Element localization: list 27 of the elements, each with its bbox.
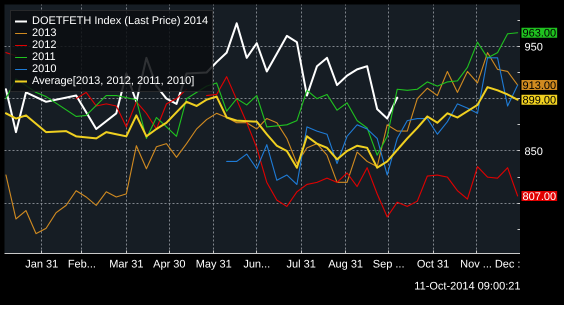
legend-label: 2013 [32, 27, 56, 39]
data-label: 807.00 [522, 190, 556, 203]
x-tick-label: Jun... [243, 258, 270, 270]
line-series [4, 86, 519, 169]
x-tick-label: Aug 31 [328, 258, 364, 270]
x-tick-label: Jul 31 [286, 258, 316, 270]
x-tick-label: Feb... [68, 258, 96, 270]
x-tick-label: Jan 31 [25, 258, 58, 270]
x-tick-label: Dec : [494, 258, 521, 270]
x-tick-label: May 31 [196, 258, 232, 270]
legend-label: DOETFETH Index (Last Price) 2014 [32, 15, 208, 27]
text: 11-Oct-2014 09:00:21 [414, 280, 520, 292]
legend-label: 2011 [32, 51, 56, 63]
legend-label: Average[2013, 2012, 2011, 2010] [32, 75, 194, 87]
legend-label: 2010 [32, 63, 56, 75]
x-tick-label: Nov ... [460, 258, 492, 270]
x-tick-label: Apr 30 [153, 258, 186, 270]
x-tick-label: Sep ... [372, 258, 405, 270]
data-label: 899.00 [522, 94, 556, 107]
x-tick-label: Mar 31 [109, 258, 144, 270]
y-tick-label: 850 [524, 146, 543, 158]
legend-label: 2012 [32, 39, 56, 51]
x-tick-label: Oct 31 [416, 258, 450, 270]
line-series [226, 57, 518, 185]
data-label: 913.00 [522, 80, 556, 92]
y-tick-label: 950 [524, 41, 543, 54]
data-label: 963.00 [522, 28, 556, 40]
